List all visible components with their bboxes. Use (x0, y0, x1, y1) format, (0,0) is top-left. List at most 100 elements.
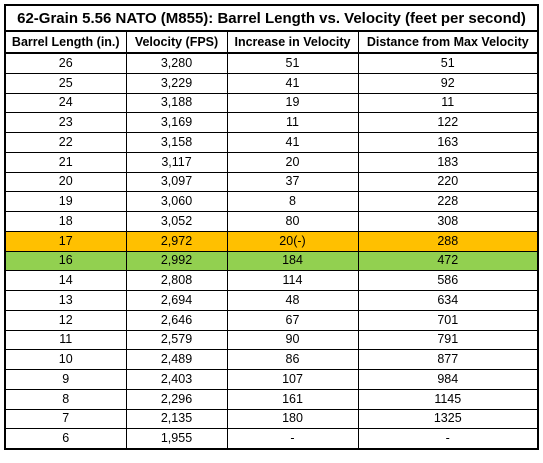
distance-cell[interactable]: 11 (357, 92, 540, 114)
barrel-length-cell[interactable]: 21 (4, 151, 127, 173)
velocity-cell[interactable]: 3,158 (125, 132, 228, 153)
barrel-length-cell[interactable]: 23 (4, 112, 127, 133)
velocity-cell[interactable]: 2,646 (125, 309, 228, 331)
velocity-cell[interactable]: 2,403 (125, 369, 228, 390)
distance-cell[interactable]: - (357, 428, 540, 451)
column-header-distance[interactable]: Distance from Max Velocity (357, 30, 540, 54)
distance-cell[interactable]: 984 (357, 369, 540, 390)
barrel-length-cell[interactable]: 12 (4, 309, 127, 331)
distance-cell[interactable]: 472 (357, 250, 540, 272)
increase-cell[interactable]: 90 (226, 329, 359, 351)
distance-cell[interactable]: 586 (357, 270, 540, 291)
increase-cell[interactable]: 180 (226, 408, 359, 430)
increase-cell[interactable]: 37 (226, 171, 359, 193)
velocity-cell[interactable]: 2,579 (125, 329, 228, 351)
table-row: 7 2,135 180 1325 (4, 408, 540, 430)
table-row: 8 2,296 161 1145 (4, 388, 540, 410)
increase-cell[interactable]: 20(-) (226, 230, 359, 252)
barrel-length-cell[interactable]: 8 (4, 388, 127, 410)
table-row: 18 3,052 80 308 (4, 211, 540, 232)
table-row: 13 2,694 48 634 (4, 290, 540, 311)
velocity-cell[interactable]: 2,489 (125, 349, 228, 370)
column-header-barrel-length[interactable]: Barrel Length (in.) (4, 30, 127, 54)
barrel-length-cell[interactable]: 25 (4, 72, 127, 94)
increase-cell[interactable]: 8 (226, 191, 359, 212)
velocity-cell[interactable]: 3,169 (125, 112, 228, 133)
barrel-length-cell[interactable]: 14 (4, 270, 127, 291)
increase-cell[interactable]: 41 (226, 132, 359, 153)
increase-cell[interactable]: 20 (226, 151, 359, 173)
table-row: 10 2,489 86 877 (4, 349, 540, 370)
table-row: 22 3,158 41 163 (4, 132, 540, 153)
distance-cell[interactable]: 183 (357, 151, 540, 173)
velocity-table: 62-Grain 5.56 NATO (M855): Barrel Length… (3, 4, 540, 451)
velocity-cell[interactable]: 2,135 (125, 408, 228, 430)
barrel-length-cell[interactable]: 13 (4, 290, 127, 311)
distance-cell[interactable]: 308 (357, 211, 540, 232)
barrel-length-cell[interactable]: 24 (4, 92, 127, 114)
increase-cell[interactable]: 41 (226, 72, 359, 94)
distance-cell[interactable]: 1145 (357, 388, 540, 410)
table-row: 14 2,808 114 586 (4, 270, 540, 291)
distance-cell[interactable]: 1325 (357, 408, 540, 430)
table-row: 17 2,972 20(-) 288 (4, 230, 540, 252)
barrel-length-cell[interactable]: 16 (4, 250, 127, 272)
increase-cell[interactable]: - (226, 428, 359, 451)
table-row: 23 3,169 11 122 (4, 112, 540, 133)
increase-cell[interactable]: 11 (226, 112, 359, 133)
barrel-length-cell[interactable]: 22 (4, 132, 127, 153)
table-row: 9 2,403 107 984 (4, 369, 540, 390)
barrel-length-cell[interactable]: 9 (4, 369, 127, 390)
velocity-cell[interactable]: 2,694 (125, 290, 228, 311)
distance-cell[interactable]: 163 (357, 132, 540, 153)
velocity-cell[interactable]: 3,097 (125, 171, 228, 193)
distance-cell[interactable]: 92 (357, 72, 540, 94)
spreadsheet: 62-Grain 5.56 NATO (M855): Barrel Length… (3, 4, 540, 457)
increase-cell[interactable]: 107 (226, 369, 359, 390)
increase-cell[interactable]: 51 (226, 52, 359, 74)
velocity-cell[interactable]: 2,296 (125, 388, 228, 410)
velocity-cell[interactable]: 3,188 (125, 92, 228, 114)
velocity-cell[interactable]: 2,808 (125, 270, 228, 291)
increase-cell[interactable]: 161 (226, 388, 359, 410)
barrel-length-cell[interactable]: 11 (4, 329, 127, 351)
velocity-cell[interactable]: 2,972 (125, 230, 228, 252)
velocity-cell[interactable]: 3,117 (125, 151, 228, 173)
table-body: 26 3,280 51 51 25 3,229 41 92 24 3,188 19 11 23 3,169… (4, 52, 540, 451)
distance-cell[interactable]: 634 (357, 290, 540, 311)
barrel-length-cell[interactable]: 17 (4, 230, 127, 252)
barrel-length-cell[interactable]: 19 (4, 191, 127, 212)
velocity-cell[interactable]: 3,052 (125, 211, 228, 232)
barrel-length-cell[interactable]: 6 (4, 428, 127, 451)
distance-cell[interactable]: 288 (357, 230, 540, 252)
barrel-length-cell[interactable]: 18 (4, 211, 127, 232)
increase-cell[interactable]: 114 (226, 270, 359, 291)
distance-cell[interactable]: 791 (357, 329, 540, 351)
velocity-cell[interactable]: 3,229 (125, 72, 228, 94)
increase-cell[interactable]: 184 (226, 250, 359, 272)
barrel-length-cell[interactable]: 10 (4, 349, 127, 370)
distance-cell[interactable]: 228 (357, 191, 540, 212)
distance-cell[interactable]: 122 (357, 112, 540, 133)
distance-cell[interactable]: 220 (357, 171, 540, 193)
column-header-increase[interactable]: Increase in Velocity (226, 30, 359, 54)
table-row: 19 3,060 8 228 (4, 191, 540, 212)
increase-cell[interactable]: 19 (226, 92, 359, 114)
increase-cell[interactable]: 86 (226, 349, 359, 370)
table-row: 11 2,579 90 791 (4, 329, 540, 351)
distance-cell[interactable]: 51 (357, 52, 540, 74)
column-header-velocity[interactable]: Velocity (FPS) (125, 30, 228, 54)
velocity-cell[interactable]: 3,280 (125, 52, 228, 74)
distance-cell[interactable]: 701 (357, 309, 540, 331)
increase-cell[interactable]: 48 (226, 290, 359, 311)
distance-cell[interactable]: 877 (357, 349, 540, 370)
increase-cell[interactable]: 80 (226, 211, 359, 232)
barrel-length-cell[interactable]: 7 (4, 408, 127, 430)
increase-cell[interactable]: 67 (226, 309, 359, 331)
velocity-cell[interactable]: 1,955 (125, 428, 228, 451)
table-title: 62-Grain 5.56 NATO (M855): Barrel Length… (3, 4, 540, 32)
velocity-cell[interactable]: 2,992 (125, 250, 228, 272)
barrel-length-cell[interactable]: 26 (4, 52, 127, 74)
barrel-length-cell[interactable]: 20 (4, 171, 127, 193)
velocity-cell[interactable]: 3,060 (125, 191, 228, 212)
